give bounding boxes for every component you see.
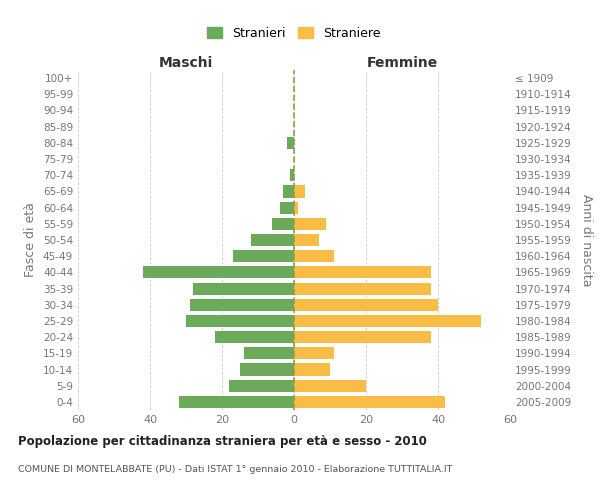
Text: COMUNE DI MONTELABBATE (PU) - Dati ISTAT 1° gennaio 2010 - Elaborazione TUTTITAL: COMUNE DI MONTELABBATE (PU) - Dati ISTAT… bbox=[18, 465, 452, 474]
Bar bbox=[294, 218, 326, 230]
Bar bbox=[280, 202, 294, 213]
Bar bbox=[233, 250, 294, 262]
Bar bbox=[294, 234, 319, 246]
Bar bbox=[294, 266, 431, 278]
Bar bbox=[244, 348, 294, 360]
Bar bbox=[251, 234, 294, 246]
Bar bbox=[240, 364, 294, 376]
Bar bbox=[294, 315, 481, 327]
Bar bbox=[287, 137, 294, 149]
Bar bbox=[294, 396, 445, 408]
Bar bbox=[283, 186, 294, 198]
Y-axis label: Fasce di età: Fasce di età bbox=[25, 202, 37, 278]
Bar bbox=[193, 282, 294, 294]
Bar bbox=[290, 169, 294, 181]
Y-axis label: Anni di nascita: Anni di nascita bbox=[580, 194, 593, 286]
Bar bbox=[179, 396, 294, 408]
Bar bbox=[294, 331, 431, 343]
Text: Maschi: Maschi bbox=[159, 56, 213, 70]
Bar bbox=[186, 315, 294, 327]
Bar bbox=[294, 364, 330, 376]
Bar bbox=[215, 331, 294, 343]
Bar bbox=[229, 380, 294, 392]
Bar bbox=[190, 298, 294, 311]
Legend: Stranieri, Straniere: Stranieri, Straniere bbox=[202, 22, 386, 45]
Bar bbox=[294, 186, 305, 198]
Bar bbox=[294, 380, 366, 392]
Text: Femmine: Femmine bbox=[367, 56, 437, 70]
Bar bbox=[294, 282, 431, 294]
Bar bbox=[294, 348, 334, 360]
Bar bbox=[294, 250, 334, 262]
Bar bbox=[294, 202, 298, 213]
Bar bbox=[143, 266, 294, 278]
Text: Popolazione per cittadinanza straniera per età e sesso - 2010: Popolazione per cittadinanza straniera p… bbox=[18, 435, 427, 448]
Bar bbox=[272, 218, 294, 230]
Bar bbox=[294, 298, 438, 311]
